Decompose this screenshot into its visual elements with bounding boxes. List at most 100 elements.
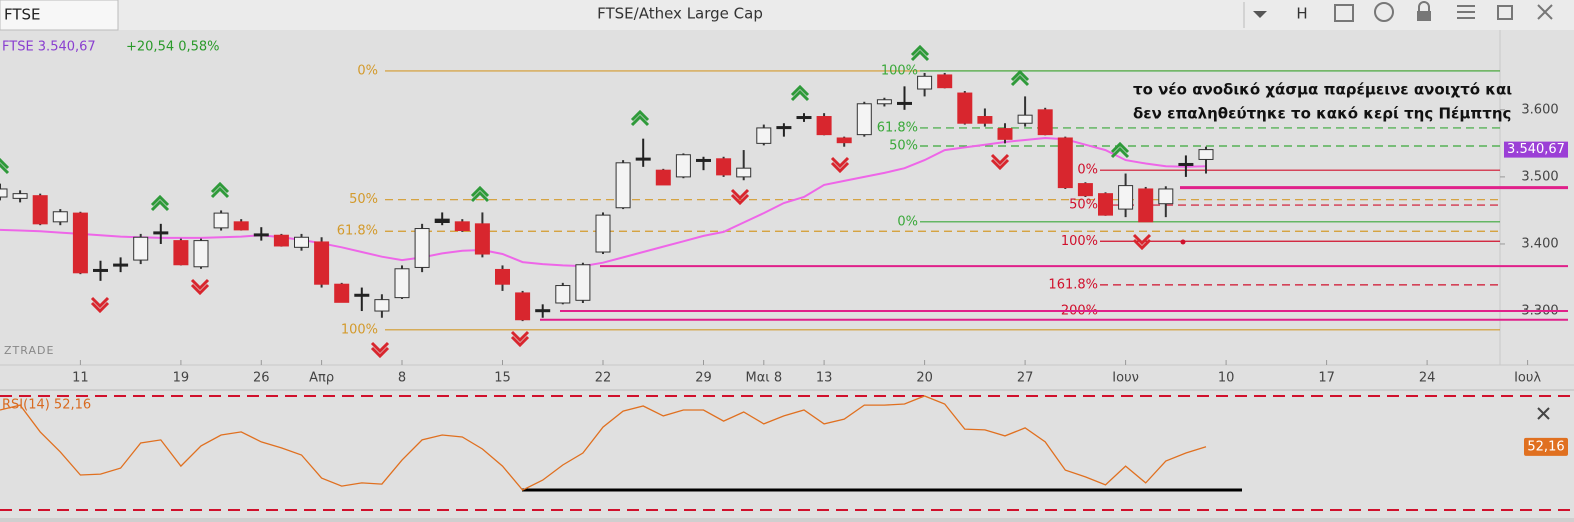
close-panel-icon[interactable] bbox=[1537, 407, 1550, 420]
lock-shackle bbox=[1418, 1, 1430, 11]
candle-body bbox=[294, 236, 309, 248]
candle-body bbox=[515, 292, 531, 321]
marker-dot bbox=[1180, 239, 1186, 245]
x-tick-label: 17 bbox=[1318, 371, 1335, 386]
candle-body bbox=[253, 233, 269, 237]
candle-body bbox=[1158, 188, 1174, 205]
candle-body bbox=[997, 128, 1013, 140]
candle-body bbox=[1037, 109, 1053, 136]
buy-signal bbox=[0, 157, 10, 175]
candle-body bbox=[12, 193, 28, 199]
y-tick-label: 3.400 bbox=[1521, 236, 1558, 251]
y-tick-label: 3.600 bbox=[1521, 102, 1558, 117]
candle-body bbox=[474, 223, 490, 255]
x-tick-label: Απρ bbox=[309, 371, 334, 386]
fib-label: 50% bbox=[1069, 198, 1098, 213]
buy-signal bbox=[630, 109, 650, 127]
candle-body bbox=[816, 116, 832, 136]
buy-signal bbox=[150, 194, 170, 212]
candle-body bbox=[233, 221, 249, 231]
candle-body bbox=[897, 101, 912, 105]
x-tick-label: 10 bbox=[1218, 371, 1235, 386]
dropdown-icon[interactable] bbox=[1253, 11, 1267, 18]
candle-body bbox=[434, 218, 450, 224]
buy-signal bbox=[210, 181, 230, 199]
candle-body bbox=[153, 231, 169, 235]
candle-body bbox=[72, 212, 88, 274]
sell-signal bbox=[190, 278, 210, 296]
candle-body bbox=[856, 103, 872, 136]
x-tick-label: 26 bbox=[253, 371, 270, 386]
bottom-strip bbox=[0, 518, 1574, 522]
candle-body bbox=[334, 283, 350, 303]
candle-body bbox=[1198, 149, 1214, 160]
fib-label: 100% bbox=[881, 63, 918, 78]
buy-signal bbox=[470, 185, 490, 203]
candle-body bbox=[977, 116, 993, 124]
symbol-tab-text[interactable]: FTSE bbox=[4, 6, 41, 24]
candle-body bbox=[1017, 114, 1033, 124]
window-title: FTSE/Athex Large Cap bbox=[597, 5, 763, 23]
candle-body bbox=[133, 236, 149, 261]
candle-body bbox=[193, 240, 209, 268]
sell-signal bbox=[1132, 233, 1152, 251]
x-tick-label: Μαι 8 bbox=[746, 371, 783, 386]
rsi-badge bbox=[1524, 437, 1568, 456]
candle-body bbox=[1178, 162, 1194, 166]
buy-signal bbox=[910, 44, 930, 62]
toolbar bbox=[0, 0, 1574, 30]
y-tick-label: 3.500 bbox=[1521, 169, 1558, 184]
comment-icon[interactable] bbox=[1374, 2, 1394, 22]
fib-label: 50% bbox=[889, 139, 918, 154]
x-tick-label: 15 bbox=[494, 371, 511, 386]
fib-label: 0% bbox=[897, 214, 918, 229]
lock-icon[interactable] bbox=[1417, 11, 1431, 21]
candle-body bbox=[776, 126, 792, 130]
rsi-badge-label: 52,16 bbox=[1527, 439, 1564, 454]
candle-body bbox=[113, 263, 129, 267]
candle-body bbox=[655, 169, 671, 186]
fib-label: 100% bbox=[341, 322, 378, 337]
x-tick-label: 11 bbox=[72, 371, 89, 386]
buy-signal bbox=[1010, 69, 1030, 87]
candle-body bbox=[575, 264, 591, 301]
candle-body bbox=[0, 188, 8, 198]
sell-signal bbox=[830, 156, 850, 174]
buy-signal bbox=[790, 84, 810, 102]
candle-body bbox=[273, 234, 289, 247]
fib-label: 0% bbox=[357, 63, 378, 78]
x-tick-label: 19 bbox=[173, 371, 190, 386]
candle-body bbox=[836, 137, 852, 144]
candle-body bbox=[1118, 185, 1134, 210]
fib-label: 50% bbox=[349, 192, 378, 207]
candle-body bbox=[1077, 183, 1093, 197]
x-tick-label: 13 bbox=[816, 371, 833, 386]
x-tick-label: 27 bbox=[1017, 371, 1034, 386]
annotation-line: δεν επαληθεύτηκε το κακό κερί της Πέμπτη… bbox=[1133, 105, 1511, 123]
close-icon[interactable] bbox=[1537, 4, 1553, 20]
candle-body bbox=[374, 299, 390, 312]
symbol-tab[interactable] bbox=[0, 0, 119, 31]
candle-body bbox=[354, 293, 370, 297]
x-tick-label: Ιουλ bbox=[1514, 371, 1541, 386]
layout-icon[interactable] bbox=[1334, 4, 1354, 22]
x-tick-label: 22 bbox=[595, 371, 612, 386]
restore-icon[interactable] bbox=[1497, 5, 1513, 20]
watermark: ZTRADE bbox=[4, 344, 54, 357]
toolbar-button[interactable]: H bbox=[1296, 5, 1307, 23]
legend-change: +20,54 0,58% bbox=[126, 40, 220, 55]
sell-signal bbox=[90, 296, 110, 314]
candle-body bbox=[917, 75, 933, 90]
candle-body bbox=[32, 195, 48, 225]
fib-label: 161.8% bbox=[1048, 277, 1098, 292]
sell-signal bbox=[730, 188, 750, 206]
buy-signal bbox=[1110, 141, 1130, 159]
menu-icon[interactable] bbox=[1457, 5, 1475, 19]
candle-body bbox=[937, 74, 953, 89]
candle-body bbox=[696, 158, 711, 162]
candle-body bbox=[756, 127, 772, 144]
x-tick-label: 20 bbox=[916, 371, 933, 386]
sell-signal bbox=[990, 153, 1010, 171]
last-price-badge bbox=[1504, 141, 1568, 158]
